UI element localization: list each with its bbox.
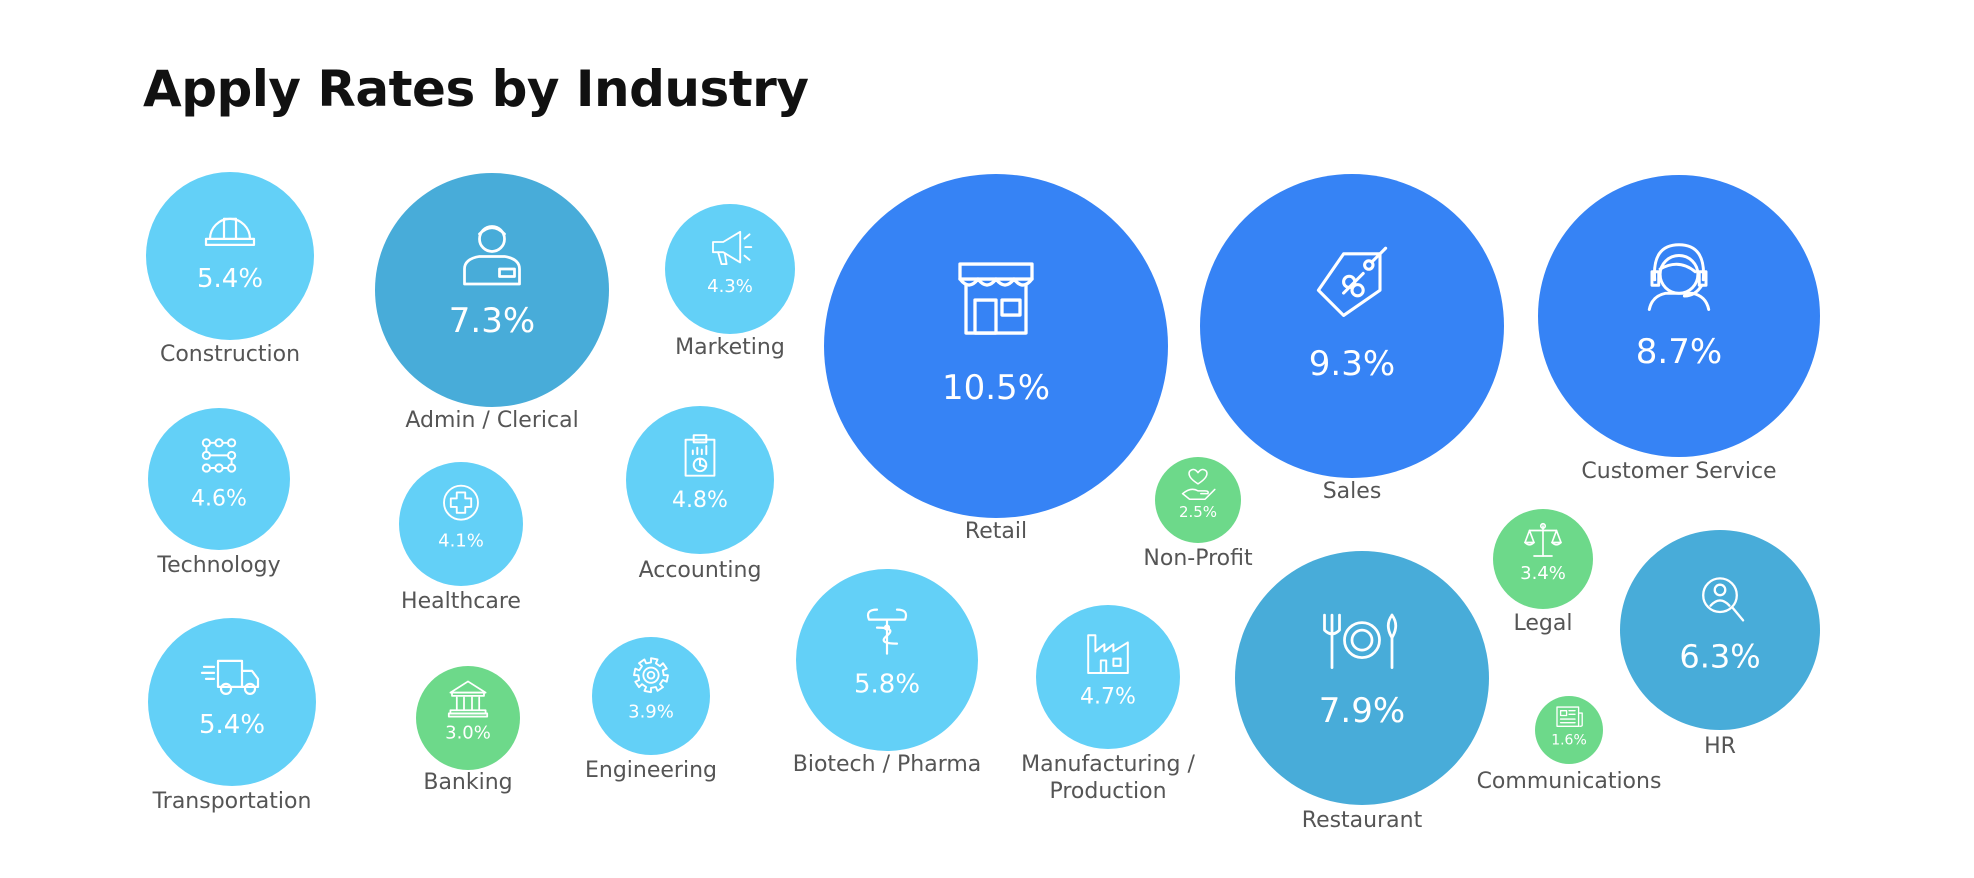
bubble: 4.8% Accounting	[626, 406, 774, 583]
pharmacy-icon	[866, 608, 908, 655]
scales-icon	[1524, 522, 1562, 557]
bubble-circle	[1200, 174, 1504, 478]
bubble-value: 3.9%	[628, 702, 674, 723]
heart-hand-icon	[1181, 468, 1216, 501]
bubble-label: Biotech / Pharma	[793, 752, 982, 777]
bubble-label: Communications	[1477, 769, 1662, 794]
bubble-label: Retail	[965, 519, 1027, 544]
bubble: 4.1% Healthcare	[399, 462, 523, 614]
bubble-value: 4.7%	[1080, 685, 1136, 710]
bubble-circle	[1538, 175, 1820, 457]
bubble-value: 5.8%	[854, 670, 920, 700]
bubble-label: Customer Service	[1581, 459, 1776, 484]
bubble-circle	[148, 618, 316, 786]
bubble-label: Transportation	[152, 789, 312, 814]
bubble: 3.4% Legal	[1493, 509, 1593, 636]
bubble-value: 5.4%	[199, 710, 265, 740]
bubble-label: HR	[1704, 734, 1736, 759]
bubble-value: 10.5%	[942, 368, 1050, 408]
bubble: 8.7% Customer Service	[1538, 175, 1820, 484]
bubble: 10.5% Retail	[824, 174, 1168, 544]
bubble-value: 8.7%	[1636, 332, 1722, 372]
bubble-circle	[416, 666, 520, 770]
delivery-truck-icon	[200, 659, 260, 695]
bubble: 5.4% Transportation	[148, 618, 316, 814]
bubble-label: Accounting	[639, 558, 762, 583]
bubble-value: 3.4%	[1520, 563, 1566, 584]
megaphone-icon	[712, 230, 753, 266]
bank-icon	[447, 680, 489, 718]
clerk-icon	[463, 225, 521, 286]
bubble: 6.3% HR	[1620, 530, 1820, 759]
bubble-circle	[375, 173, 609, 407]
bubble-label: Marketing	[675, 335, 785, 360]
bubble-value: 5.4%	[197, 264, 263, 294]
bubble: 3.9% Engineering	[585, 637, 717, 783]
bubble-circle	[592, 637, 710, 755]
bubble-label: Construction	[160, 342, 300, 367]
bubble-label: Banking	[423, 770, 512, 795]
bubble-label: Sales	[1323, 479, 1382, 504]
bubble-label: Healthcare	[401, 589, 521, 614]
bubble: 5.4% Construction	[146, 172, 314, 367]
bubble-label: Restaurant	[1302, 808, 1423, 833]
bubble-value: 7.3%	[449, 301, 535, 341]
factory-icon	[1087, 634, 1129, 675]
bubble-circle	[824, 174, 1168, 518]
bubble-label: Technology	[156, 553, 280, 578]
bubble-circle	[1535, 696, 1603, 764]
bubble: 5.8% Biotech / Pharma	[793, 569, 982, 777]
bubble-label: Non-Profit	[1143, 546, 1253, 571]
bubble-circle	[146, 172, 314, 340]
bubble-value: 9.3%	[1309, 344, 1395, 384]
dining-icon	[1323, 613, 1398, 670]
bubble-value: 4.6%	[191, 486, 247, 511]
bubble-value: 4.1%	[438, 530, 484, 551]
medical-cross-icon	[443, 484, 479, 521]
bubble-value: 2.5%	[1179, 503, 1217, 521]
bubble-label: Admin / Clerical	[405, 408, 578, 433]
bubble-value: 1.6%	[1551, 733, 1587, 749]
bubble: 4.3% Marketing	[665, 204, 795, 360]
chart-title: Apply Rates by Industry	[143, 60, 809, 118]
person-search-icon	[1702, 577, 1745, 622]
bubble-value: 4.8%	[672, 488, 728, 513]
newspaper-icon	[1556, 706, 1583, 727]
bubble-label: Engineering	[585, 758, 717, 783]
price-tag-icon	[1316, 246, 1388, 317]
bubble: 4.7% Manufacturing / Production	[1021, 605, 1195, 804]
bubble-circle	[796, 569, 978, 751]
bubble-circle	[665, 204, 795, 334]
gear-icon	[633, 657, 669, 694]
bubble: 7.3% Admin / Clerical	[375, 173, 609, 433]
bubble: 9.3% Sales	[1200, 174, 1504, 504]
bubble-label: Legal	[1514, 611, 1573, 636]
hard-hat-icon	[204, 217, 256, 246]
bubble: 4.6% Technology	[148, 408, 290, 578]
bubble-circle	[1036, 605, 1180, 749]
bubble-circle	[148, 408, 290, 550]
bubble-circle	[1235, 551, 1489, 805]
bubble-circle	[1620, 530, 1820, 730]
bubble-label: Manufacturing / Production	[1021, 752, 1195, 804]
clipboard-chart-icon	[684, 434, 716, 477]
bubble-circle	[626, 406, 774, 554]
storefront-icon	[958, 262, 1034, 335]
bubble: 1.6% Communications	[1477, 696, 1662, 794]
bubble-value: 4.3%	[707, 276, 753, 297]
bubble-value: 3.0%	[445, 722, 491, 743]
headset-agent-icon	[1647, 243, 1711, 312]
bubble: 3.0% Banking	[416, 666, 520, 795]
bubble-circle	[1493, 509, 1593, 609]
bubble: 2.5% Non-Profit	[1143, 457, 1253, 571]
bubble-circle	[399, 462, 523, 586]
bubble-value: 6.3%	[1679, 638, 1760, 676]
bubble-value: 7.9%	[1319, 691, 1405, 731]
network-nodes-icon	[201, 438, 237, 473]
bubble: 7.9% Restaurant	[1235, 551, 1489, 833]
